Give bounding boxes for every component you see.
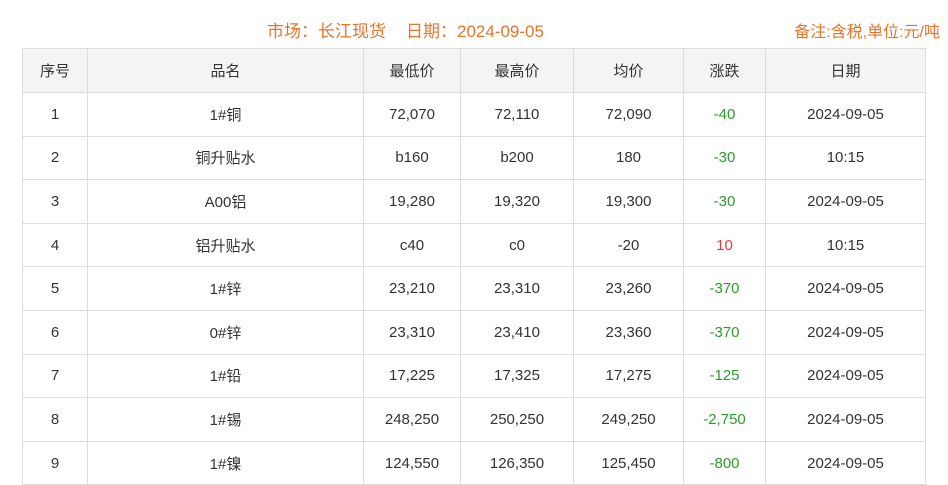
cell-date: 2024-09-05 <box>765 397 926 442</box>
cell-avg: 23,260 <box>573 266 684 311</box>
cell-low: 19,280 <box>363 179 461 224</box>
date-label: 日期：2024-09-05 <box>406 22 544 41</box>
table-row: 7 1#铅 17,225 17,325 17,275 -125 2024-09-05 <box>22 353 926 399</box>
column-header-name: 品名 <box>87 48 364 93</box>
cell-change: -370 <box>683 266 766 311</box>
topbar: 市场：长江现货 日期：2024-09-05 备注:含税,单位:元/吨 <box>0 0 948 48</box>
cell-seq: 5 <box>22 266 88 311</box>
table-row: 8 1#锡 248,250 250,250 249,250 -2,750 2024-09-0… <box>22 397 926 442</box>
note-label: 备注:含税,单位:元/吨 <box>794 24 940 41</box>
market-label: 市场：长江现货 <box>267 22 386 41</box>
column-header-high: 最高价 <box>460 48 574 93</box>
table-row: 4 铝升贴水 c40 c0 -20 10 10:15 <box>22 222 926 268</box>
cell-seq: 1 <box>22 92 88 137</box>
cell-date: 10:15 <box>765 222 926 268</box>
cell-high: 19,320 <box>460 179 574 224</box>
column-header-change: 涨跌 <box>683 48 766 93</box>
cell-date: 2024-09-05 <box>765 92 926 137</box>
cell-name: 铜升贴水 <box>87 135 364 181</box>
cell-high: 23,410 <box>460 309 574 355</box>
cell-name: 1#铅 <box>87 353 364 399</box>
cell-avg: 249,250 <box>573 397 684 442</box>
cell-low: 72,070 <box>363 92 461 137</box>
cell-high: 126,350 <box>460 440 574 485</box>
cell-high: 72,110 <box>460 92 574 137</box>
cell-change: -2,750 <box>683 397 766 442</box>
cell-low: 124,550 <box>363 440 461 485</box>
cell-date: 10:15 <box>765 135 926 181</box>
cell-date: 2024-09-05 <box>765 353 926 399</box>
cell-high: c0 <box>460 222 574 268</box>
cell-name: 1#镍 <box>87 440 364 485</box>
cell-low: 23,210 <box>363 266 461 311</box>
cell-change: -30 <box>683 179 766 224</box>
table-row: 2 铜升贴水 b160 b200 180 -30 10:15 <box>22 135 926 181</box>
cell-name: A00铝 <box>87 179 364 224</box>
cell-low: 23,310 <box>363 309 461 355</box>
cell-avg: 125,450 <box>573 440 684 485</box>
cell-change: -125 <box>683 353 766 399</box>
cell-seq: 9 <box>22 440 88 485</box>
cell-high: 23,310 <box>460 266 574 311</box>
cell-seq: 6 <box>22 309 88 355</box>
cell-name: 1#锌 <box>87 266 364 311</box>
column-header-avg: 均价 <box>573 48 684 93</box>
cell-date: 2024-09-05 <box>765 309 926 355</box>
cell-date: 2024-09-05 <box>765 179 926 224</box>
table-header-row: 序号 品名 最低价 最高价 均价 涨跌 日期 <box>22 48 926 93</box>
cell-change: -40 <box>683 92 766 137</box>
cell-name: 1#铜 <box>87 92 364 137</box>
table-header: 序号 品名 最低价 最高价 均价 涨跌 日期 <box>22 48 926 93</box>
cell-low: c40 <box>363 222 461 268</box>
cell-seq: 7 <box>22 353 88 399</box>
column-header-low: 最低价 <box>363 48 461 93</box>
cell-change: 10 <box>683 222 766 268</box>
table-body: 1 1#铜 72,070 72,110 72,090 -40 2024-09-05 2 铜升贴水… <box>22 92 926 485</box>
cell-avg: 23,360 <box>573 309 684 355</box>
column-header-seq: 序号 <box>22 48 88 93</box>
cell-seq: 4 <box>22 222 88 268</box>
table-row: 3 A00铝 19,280 19,320 19,300 -30 2024-09-05 <box>22 179 926 224</box>
cell-avg: 19,300 <box>573 179 684 224</box>
column-header-date: 日期 <box>765 48 926 93</box>
table-row: 5 1#锌 23,210 23,310 23,260 -370 2024-09-05 <box>22 266 926 311</box>
cell-change: -800 <box>683 440 766 485</box>
cell-change: -30 <box>683 135 766 181</box>
cell-avg: -20 <box>573 222 684 268</box>
cell-high: b200 <box>460 135 574 181</box>
cell-date: 2024-09-05 <box>765 440 926 485</box>
table-row: 1 1#铜 72,070 72,110 72,090 -40 2024-09-05 <box>22 92 926 137</box>
cell-low: 17,225 <box>363 353 461 399</box>
cell-high: 17,325 <box>460 353 574 399</box>
cell-name: 铝升贴水 <box>87 222 364 268</box>
table-row: 6 0#锌 23,310 23,410 23,360 -370 2024-09-05 <box>22 309 926 355</box>
cell-seq: 2 <box>22 135 88 181</box>
cell-date: 2024-09-05 <box>765 266 926 311</box>
cell-seq: 3 <box>22 179 88 224</box>
cell-high: 250,250 <box>460 397 574 442</box>
page-title: 市场：长江现货 日期：2024-09-05 <box>267 17 544 42</box>
cell-seq: 8 <box>22 397 88 442</box>
table-row: 9 1#镍 124,550 126,350 125,450 -800 2024-09-05 <box>22 440 926 485</box>
cell-change: -370 <box>683 309 766 355</box>
cell-avg: 17,275 <box>573 353 684 399</box>
cell-low: 248,250 <box>363 397 461 442</box>
cell-name: 1#锡 <box>87 397 364 442</box>
price-table: 序号 品名 最低价 最高价 均价 涨跌 日期 1 1#铜 72,070 72,110 72,090-… <box>22 48 926 485</box>
cell-low: b160 <box>363 135 461 181</box>
cell-avg: 180 <box>573 135 684 181</box>
cell-name: 0#锌 <box>87 309 364 355</box>
cell-avg: 72,090 <box>573 92 684 137</box>
